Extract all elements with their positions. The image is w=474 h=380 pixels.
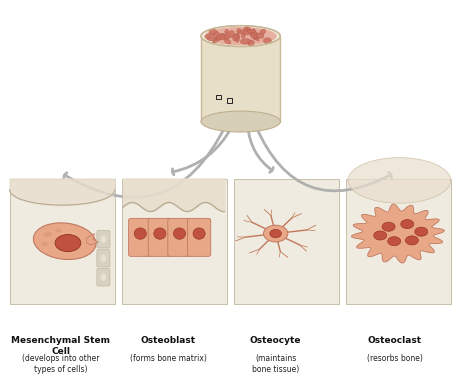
FancyBboxPatch shape	[9, 179, 115, 304]
Text: (develops into other
types of cells): (develops into other types of cells)	[22, 354, 100, 374]
Ellipse shape	[246, 29, 257, 33]
Ellipse shape	[225, 29, 228, 33]
Ellipse shape	[237, 28, 248, 34]
Ellipse shape	[173, 228, 185, 239]
Text: Osteoblast: Osteoblast	[141, 336, 196, 345]
Ellipse shape	[374, 231, 387, 240]
Polygon shape	[87, 234, 98, 245]
Ellipse shape	[348, 158, 451, 203]
Ellipse shape	[201, 111, 280, 132]
Text: (forms bone matrix): (forms bone matrix)	[130, 354, 207, 363]
Ellipse shape	[154, 228, 166, 239]
Ellipse shape	[214, 32, 219, 40]
Ellipse shape	[205, 33, 214, 38]
Text: Mesenchymal Stem
Cell: Mesenchymal Stem Cell	[11, 336, 110, 356]
Text: Osteoclast: Osteoclast	[368, 336, 422, 345]
Ellipse shape	[237, 28, 241, 33]
Ellipse shape	[244, 27, 250, 31]
FancyBboxPatch shape	[97, 231, 110, 248]
Ellipse shape	[241, 34, 245, 38]
Ellipse shape	[382, 222, 395, 231]
Ellipse shape	[233, 33, 238, 41]
Ellipse shape	[204, 27, 277, 45]
FancyBboxPatch shape	[128, 218, 152, 256]
Polygon shape	[201, 36, 280, 122]
Ellipse shape	[100, 236, 106, 243]
Ellipse shape	[256, 33, 264, 38]
Ellipse shape	[264, 38, 272, 44]
Text: Osteocyte: Osteocyte	[250, 336, 301, 345]
Polygon shape	[351, 204, 444, 263]
Ellipse shape	[201, 25, 280, 46]
Ellipse shape	[55, 234, 81, 252]
Ellipse shape	[224, 39, 231, 44]
Ellipse shape	[251, 34, 259, 41]
Ellipse shape	[100, 255, 106, 262]
FancyBboxPatch shape	[122, 179, 227, 304]
Ellipse shape	[240, 38, 251, 44]
Ellipse shape	[250, 29, 255, 34]
Ellipse shape	[235, 35, 240, 42]
FancyBboxPatch shape	[97, 250, 110, 267]
Ellipse shape	[225, 31, 235, 39]
Ellipse shape	[44, 231, 52, 237]
FancyBboxPatch shape	[346, 179, 451, 304]
Ellipse shape	[134, 228, 146, 239]
Ellipse shape	[415, 227, 428, 236]
Ellipse shape	[260, 29, 266, 35]
Ellipse shape	[209, 29, 217, 34]
Ellipse shape	[221, 33, 231, 40]
Ellipse shape	[216, 34, 226, 40]
Ellipse shape	[219, 33, 224, 39]
FancyBboxPatch shape	[187, 218, 211, 256]
Ellipse shape	[247, 30, 256, 33]
Ellipse shape	[233, 35, 238, 39]
Ellipse shape	[248, 40, 255, 46]
FancyBboxPatch shape	[148, 218, 172, 256]
Ellipse shape	[100, 274, 106, 281]
Text: (maintains
bone tissue): (maintains bone tissue)	[252, 354, 299, 374]
Ellipse shape	[405, 236, 419, 245]
Ellipse shape	[207, 38, 216, 41]
FancyBboxPatch shape	[234, 179, 338, 304]
Ellipse shape	[193, 228, 205, 239]
Ellipse shape	[401, 220, 414, 229]
FancyBboxPatch shape	[97, 269, 110, 286]
Ellipse shape	[388, 237, 401, 246]
Ellipse shape	[270, 230, 282, 238]
Ellipse shape	[41, 242, 48, 246]
Ellipse shape	[33, 223, 96, 260]
Ellipse shape	[56, 229, 62, 232]
Ellipse shape	[250, 32, 258, 40]
Ellipse shape	[264, 225, 288, 242]
Ellipse shape	[242, 30, 253, 35]
Text: (resorbs bone): (resorbs bone)	[367, 354, 423, 363]
Ellipse shape	[212, 38, 220, 43]
FancyBboxPatch shape	[168, 218, 191, 256]
Ellipse shape	[254, 34, 259, 38]
